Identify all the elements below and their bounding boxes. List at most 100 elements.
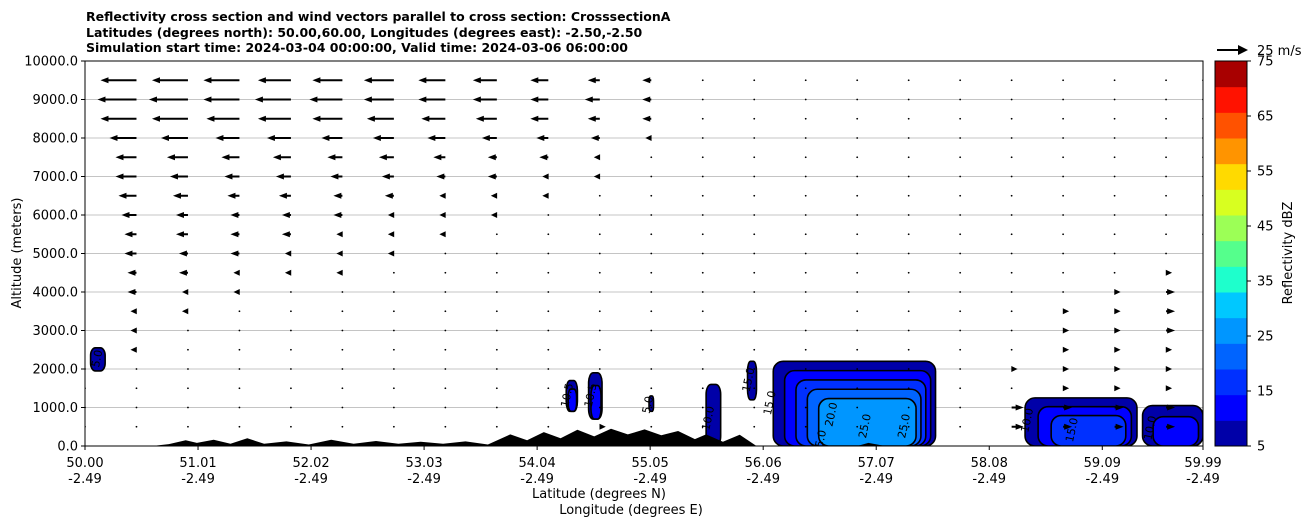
wind-vector: [439, 212, 446, 218]
wind-dot: [341, 291, 344, 293]
contour-label: 10.0: [1141, 415, 1159, 442]
wind-vector: [378, 154, 394, 161]
title-line-2: Latitudes (degrees north): 50.00,60.00, …: [86, 24, 643, 40]
wind-head: [130, 327, 137, 334]
wind-vector: [1114, 327, 1121, 334]
wind-vector: [642, 96, 652, 103]
wind-dot: [959, 291, 962, 293]
colorbar-tick-label: 65: [1257, 110, 1274, 125]
x-tick-label-lon: -2.49: [633, 472, 667, 487]
y-tick: 6000.0: [33, 209, 85, 224]
wind-dot: [804, 194, 807, 197]
wind-vector: [433, 154, 446, 161]
wind-dot: [187, 368, 189, 370]
wind-head: [275, 173, 284, 180]
wind-head: [593, 154, 601, 161]
wind-vector: [181, 289, 189, 295]
wind-head: [1167, 423, 1176, 430]
wind-vector: [281, 212, 291, 218]
wind-head: [490, 212, 498, 218]
wind-dot: [753, 117, 756, 120]
wind-head: [115, 173, 124, 180]
wind-head: [381, 173, 390, 180]
reflectivity-band: [590, 384, 602, 420]
wind-dot: [547, 368, 550, 370]
wind-vector: [363, 96, 394, 103]
wind-vector: [427, 135, 446, 141]
colorbar-tick: 15: [1247, 385, 1274, 400]
wind-dot: [238, 310, 241, 313]
colorbar-tick: 25: [1247, 330, 1274, 345]
x-tick-label-lon: -2.49: [746, 472, 780, 487]
wind-vector: [124, 231, 137, 238]
wind-dot: [1010, 233, 1013, 236]
chart-title: Reflectivity cross section and wind vect…: [86, 9, 670, 56]
wind-head: [1114, 346, 1121, 353]
wind-dot: [701, 175, 704, 178]
x-tick-label-lat: 50.00: [66, 456, 103, 471]
wind-head: [363, 96, 372, 103]
wind-vector: [330, 173, 343, 180]
wind-dot: [1062, 291, 1065, 293]
wind-dot: [1062, 79, 1065, 82]
wind-vector: [1203, 308, 1212, 314]
wind-head: [1167, 327, 1176, 334]
wind-vector: [76, 270, 85, 276]
wind-dot: [444, 387, 447, 390]
wind-dot: [753, 233, 756, 236]
wind-head: [584, 96, 593, 103]
wind-vector: [1203, 405, 1212, 411]
wind-dot: [959, 368, 962, 370]
wind-dot: [1113, 98, 1116, 101]
wind-dot: [290, 368, 292, 370]
wind-dot: [1010, 175, 1013, 178]
wind-dot: [341, 425, 344, 428]
wind-dot: [444, 310, 447, 313]
wind-dot: [238, 368, 241, 370]
wind-dot: [753, 368, 756, 370]
wind-dot: [238, 425, 241, 428]
wind-head: [284, 250, 292, 257]
x-tick-label-lon: -2.49: [520, 472, 554, 487]
colorbar-segment: [1215, 317, 1247, 344]
wind-vector: [278, 192, 291, 199]
x-tick-label-lat: 54.04: [519, 456, 556, 471]
wind-vector: [230, 212, 240, 218]
wind-vector: [472, 96, 497, 103]
wind-vector: [439, 192, 446, 199]
colorbar-segment: [1215, 163, 1247, 190]
wind-dot: [650, 252, 653, 255]
wind-dot: [804, 387, 807, 390]
wind-dot: [1062, 175, 1065, 178]
wind-head: [166, 154, 175, 161]
wind-dot: [1165, 79, 1167, 82]
wind-dot: [804, 214, 807, 216]
contour-label: 10.5: [558, 382, 576, 409]
wind-vector: [257, 115, 291, 122]
wind-dot: [392, 310, 395, 313]
wind-dot: [650, 214, 653, 216]
wind-head: [336, 250, 343, 257]
wind-vector: [166, 154, 188, 161]
wind-head: [1204, 424, 1212, 430]
colorbar-segment: [1215, 86, 1247, 113]
wind-dot: [650, 291, 653, 293]
wind-dot: [907, 310, 910, 313]
wind-dot: [701, 214, 704, 216]
wind-dot: [341, 310, 344, 313]
wind-dot: [959, 98, 962, 101]
wind-dot: [753, 175, 756, 178]
wind-dot: [187, 406, 189, 409]
wind-dot: [1010, 156, 1013, 159]
wind-vector: [593, 173, 601, 180]
colorbar-segment: [1215, 420, 1247, 447]
reflectivity-band: [89, 347, 106, 372]
wind-dot: [856, 368, 859, 370]
contour-label: 15.0: [1063, 417, 1081, 444]
wind-head: [530, 77, 539, 84]
wind-head: [642, 96, 651, 103]
wind-vector: [203, 96, 240, 103]
wind-vector: [266, 135, 291, 141]
wind-head: [536, 135, 545, 141]
wind-head: [599, 423, 606, 430]
